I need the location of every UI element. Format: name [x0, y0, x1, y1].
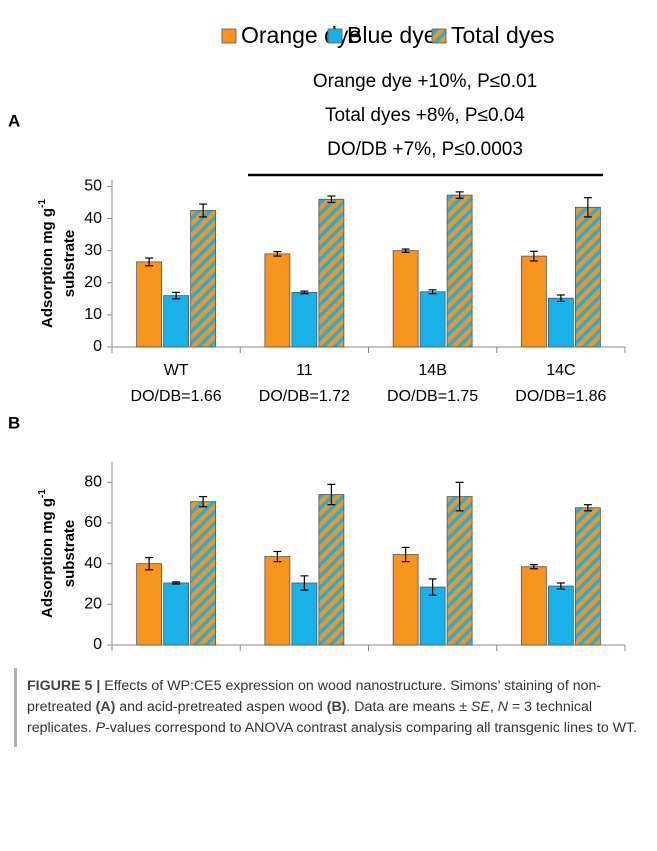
- caption-run: SE: [470, 699, 490, 715]
- caption-run: (B): [326, 699, 347, 715]
- panel-label: B: [8, 413, 20, 432]
- bar: [392, 250, 419, 348]
- caption-run: . Data are means ±: [346, 699, 471, 715]
- annotation: Orange dye +10%, P≤0.01: [313, 71, 537, 92]
- bar: [136, 261, 163, 348]
- bar: [520, 255, 547, 348]
- caption-run: ,: [489, 699, 498, 715]
- y-axis-label: Adsorption mg g-1: [37, 489, 56, 618]
- bar: [574, 507, 601, 646]
- caption-run: N: [497, 699, 508, 715]
- panel-label: A: [8, 111, 20, 130]
- bar: [419, 291, 446, 348]
- x-tick-label: 14B: [418, 362, 446, 379]
- bar: [574, 206, 601, 348]
- bar: [318, 198, 345, 348]
- x-sublabel: DO/DB=1.75: [387, 388, 478, 405]
- bar: [291, 292, 318, 348]
- bar: [419, 586, 446, 646]
- y-label-text: Adsorption mg g: [39, 498, 56, 618]
- legend-swatch: [431, 28, 447, 44]
- x-tick-label: 14C: [546, 362, 575, 379]
- bar: [264, 556, 291, 646]
- y-tick-label: 0: [93, 338, 102, 355]
- y-tick-label: 50: [84, 178, 102, 195]
- caption-run: = 3 technical replicates.: [27, 699, 592, 736]
- annotation: Total dyes +8%, P≤0.04: [325, 105, 525, 126]
- y-label-sup: -1: [37, 489, 48, 498]
- bar: [520, 566, 547, 646]
- y-label-text: Adsorption mg g: [39, 208, 56, 328]
- caption-run: -values correspond to ANOVA contrast ana…: [105, 720, 638, 736]
- bar: [190, 210, 217, 348]
- y-tick-label: 0: [93, 636, 102, 653]
- legend-label: Total dyes: [451, 22, 555, 48]
- y-tick-label: 20: [84, 596, 102, 613]
- y-tick-label: 20: [84, 274, 102, 291]
- y-tick-label: 30: [84, 242, 102, 259]
- y-tick-label: 40: [84, 210, 102, 227]
- legend-label: Blue dye: [347, 22, 437, 48]
- y-tick-label: 60: [84, 514, 102, 531]
- caption-run: (A): [95, 699, 116, 715]
- legend-swatch: [221, 28, 237, 44]
- caption: FIGURE 5 | Effects of WP:CE5 expression …: [14, 668, 643, 747]
- bar: [291, 582, 318, 646]
- bar: [446, 194, 473, 348]
- x-sublabel: DO/DB=1.66: [131, 388, 222, 405]
- y-tick-label: 80: [84, 474, 102, 491]
- bar: [190, 501, 217, 646]
- annotation: DO/DB +7%, P≤0.0003: [327, 139, 523, 160]
- bar: [163, 295, 190, 348]
- bar: [446, 496, 473, 646]
- bar: [264, 253, 291, 348]
- y-axis-label-2: substrate: [61, 520, 78, 588]
- bar: [547, 297, 574, 348]
- bar: [136, 563, 163, 646]
- caption-run: FIGURE 5 |: [27, 678, 101, 694]
- bar: [163, 582, 190, 646]
- y-tick-label: 10: [84, 306, 102, 323]
- y-axis-label-2: substrate: [61, 230, 78, 298]
- bar: [392, 554, 419, 646]
- x-sublabel: DO/DB=1.72: [259, 388, 350, 405]
- legend-swatch: [327, 28, 343, 44]
- bar: [318, 494, 345, 646]
- y-axis-label: Adsorption mg g-1: [37, 199, 56, 328]
- y-label-sup: -1: [37, 199, 48, 208]
- x-sublabel: DO/DB=1.86: [515, 388, 606, 405]
- caption-run: P: [95, 720, 106, 736]
- caption-run: Effects of WP:CE5 expression on wood nan…: [27, 678, 602, 715]
- caption-run: and acid-pretreated aspen wood: [115, 699, 327, 715]
- bar: [547, 585, 574, 646]
- x-tick-label: 11: [296, 362, 313, 379]
- y-tick-label: 40: [84, 555, 102, 572]
- x-tick-label: WT: [164, 362, 189, 379]
- legend-label: Orange dye: [241, 22, 361, 48]
